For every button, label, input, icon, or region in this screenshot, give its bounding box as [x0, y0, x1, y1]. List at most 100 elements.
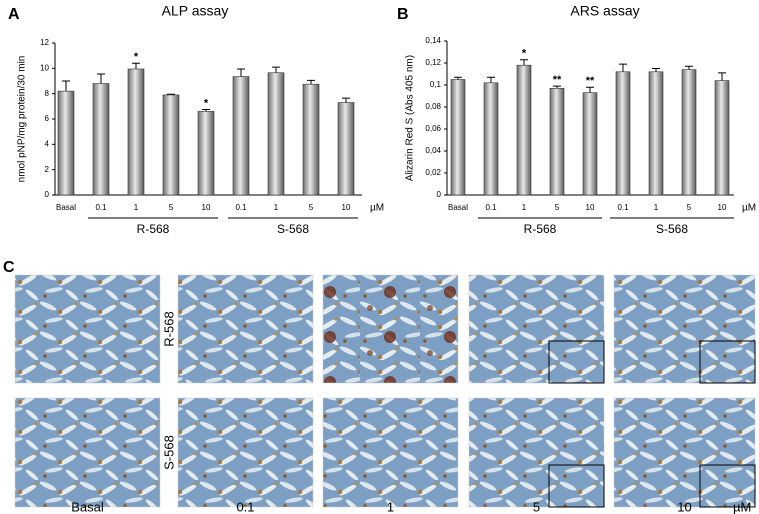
bar: [681, 69, 697, 196]
bar: [232, 76, 250, 196]
x-tick-label: 5: [687, 203, 692, 212]
error-bar: [718, 72, 726, 81]
column-label: Basal: [71, 499, 104, 514]
x-tick-label: 10: [342, 203, 351, 212]
y-axis-label: Alizarin Red S (Abs 405 nm): [405, 55, 416, 181]
bar: [615, 71, 631, 196]
inset: [548, 464, 605, 508]
y-tick-label: 8: [45, 89, 50, 98]
y-tick-label: 0,14: [425, 36, 441, 45]
x-tick-label: 10: [202, 203, 211, 212]
error-bar: [272, 66, 280, 73]
y-tick-label: 0,04: [425, 146, 441, 155]
y-tick-label: 0,12: [425, 58, 441, 67]
error-bar: [237, 68, 245, 77]
unit-label: µM: [370, 203, 384, 214]
significance: **: [553, 74, 562, 86]
inset: [699, 340, 756, 384]
group-label: S-568: [656, 222, 688, 236]
error-bar: [62, 80, 70, 92]
x-tick-label: 10: [586, 203, 595, 212]
error-bar: [685, 65, 693, 70]
micrograph: [322, 397, 459, 508]
significance: *: [204, 97, 209, 109]
x-tick-label: Basal: [56, 203, 76, 212]
y-tick-label: 0: [437, 190, 442, 199]
chart-title: ARS assay: [570, 3, 639, 19]
x-tick-label: 1: [134, 203, 139, 212]
bar: [516, 64, 532, 196]
unit-label: µM: [733, 499, 751, 514]
micrograph: [322, 274, 459, 384]
y-tick-label: 6: [45, 114, 50, 123]
micrograph: [14, 397, 161, 508]
error-bar: [454, 76, 462, 80]
bar: [648, 71, 664, 196]
bar: [197, 111, 215, 196]
significance: *: [134, 51, 139, 63]
error-bar: [487, 76, 495, 83]
panel-label: B: [397, 6, 409, 23]
micrograph: [14, 274, 161, 384]
y-tick-label: 0,06: [425, 124, 441, 133]
x-tick-label: 10: [718, 203, 727, 212]
y-tick-label: 4: [45, 139, 50, 148]
error-bar: [97, 73, 105, 84]
bar: [162, 94, 180, 196]
x-tick-label: 0.1: [617, 203, 629, 212]
inset: [548, 340, 605, 384]
row-label: S-568: [161, 435, 176, 470]
column-label: 5: [533, 499, 540, 514]
error-bar: [553, 85, 561, 89]
x-tick-label: 5: [169, 203, 174, 212]
y-tick-label: 0: [45, 190, 50, 199]
micrograph: [177, 274, 314, 384]
error-bar: [619, 63, 627, 72]
bar: [127, 68, 145, 196]
y-tick-label: 12: [40, 38, 49, 47]
bar: [582, 92, 598, 196]
y-tick-label: 2: [45, 165, 50, 174]
x-tick-label: 5: [555, 203, 560, 212]
error-bar: [652, 68, 660, 72]
column-label: 10: [677, 499, 691, 514]
x-tick-label: 0.1: [95, 203, 107, 212]
x-tick-label: 1: [522, 203, 527, 212]
row-label: R-568: [161, 311, 176, 346]
error-bar: [342, 97, 350, 103]
column-label: 0.1: [236, 499, 254, 514]
group-label: R-568: [137, 222, 170, 236]
unit-label: µM: [742, 203, 756, 214]
error-bar: [132, 62, 140, 69]
bar: [483, 82, 499, 196]
y-axis-label: nmol pNP/mg protein/30 min: [17, 56, 28, 183]
x-tick-label: 0.1: [485, 203, 497, 212]
bar: [450, 79, 466, 196]
x-tick-label: Basal: [448, 203, 468, 212]
bar: [302, 83, 320, 196]
group-label: S-568: [277, 222, 309, 236]
bar: [92, 83, 110, 196]
y-tick-label: 0,02: [425, 168, 441, 177]
significance: *: [522, 48, 527, 60]
error-bar: [520, 59, 528, 66]
panel-label: C: [3, 259, 15, 276]
bar: [549, 88, 565, 196]
bar: [267, 72, 285, 196]
x-tick-label: 1: [654, 203, 659, 212]
error-bar: [202, 109, 210, 112]
error-bar: [167, 93, 175, 95]
x-tick-label: 0.1: [235, 203, 247, 212]
panel-label: A: [8, 6, 20, 23]
error-bar: [307, 79, 315, 85]
bar: [714, 80, 730, 196]
micrograph: [177, 397, 314, 508]
y-tick-label: 0,1: [430, 80, 442, 89]
error-bar: [586, 86, 594, 93]
significance: **: [586, 75, 595, 87]
y-tick-label: 10: [40, 63, 49, 72]
y-tick-label: 0,08: [425, 102, 441, 111]
inset: [699, 464, 756, 508]
bar: [57, 90, 75, 196]
